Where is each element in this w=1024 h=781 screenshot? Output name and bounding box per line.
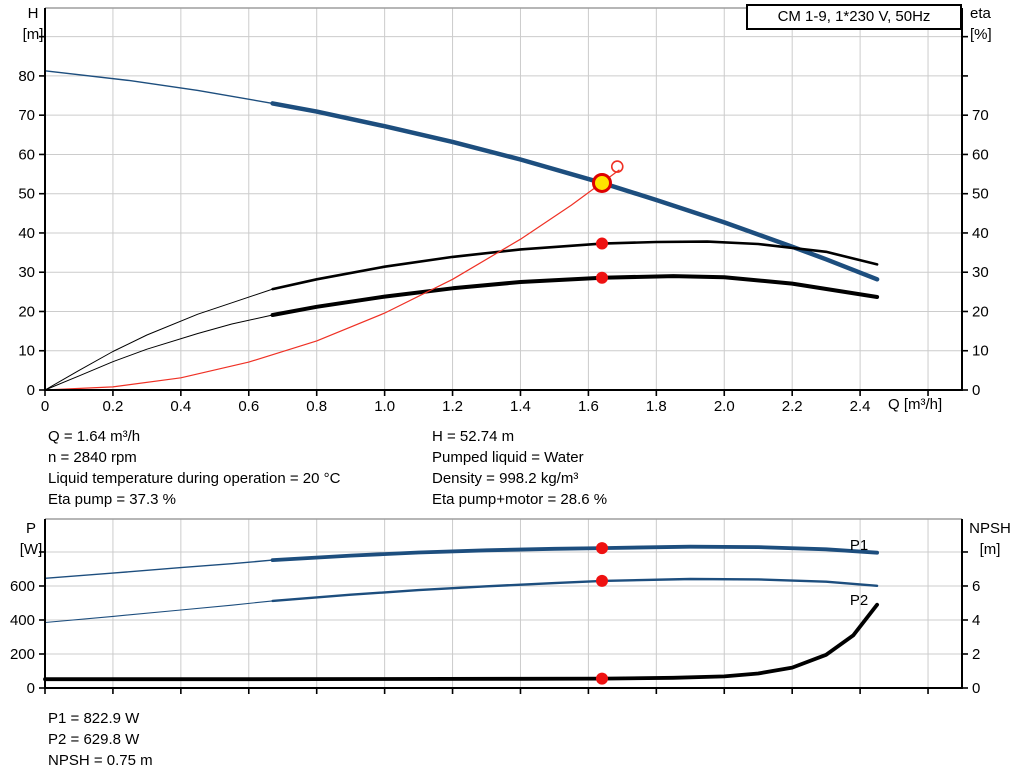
- svg-text:0: 0: [27, 382, 35, 399]
- eta-pump-curve: [44, 240, 879, 391]
- svg-text:50: 50: [18, 186, 35, 203]
- svg-text:0: 0: [27, 680, 35, 697]
- h-axis-title: H [m]: [16, 3, 50, 45]
- eta-axis-title-line1: eta: [970, 5, 991, 22]
- p2-value-text: P2 = 629.8 W: [48, 731, 140, 748]
- svg-text:1.4: 1.4: [510, 398, 531, 415]
- svg-text:1.2: 1.2: [442, 398, 463, 415]
- npsh-curve: [43, 602, 879, 682]
- density-text: Density = 998.2 kg/m³: [432, 470, 579, 487]
- pumped-liquid-text: Pumped liquid = Water: [432, 449, 584, 466]
- svg-text:1.6: 1.6: [578, 398, 599, 415]
- svg-text:0.2: 0.2: [102, 398, 123, 415]
- p1-curve: [44, 544, 879, 579]
- svg-text:4: 4: [972, 612, 980, 629]
- h-value-text: H = 52.74 m: [432, 428, 515, 445]
- p2-curve: [44, 577, 879, 624]
- svg-text:2: 2: [972, 646, 980, 663]
- svg-text:2.0: 2.0: [714, 398, 735, 415]
- svg-text:70: 70: [18, 107, 35, 124]
- h-axis-title-line1: H: [27, 5, 39, 22]
- svg-text:600: 600: [10, 578, 35, 595]
- svg-text:50: 50: [972, 186, 989, 203]
- speed-value-text: n = 2840 rpm: [48, 449, 137, 466]
- eta-pump-motor-point: [595, 271, 608, 284]
- svg-text:400: 400: [10, 612, 35, 629]
- svg-text:0.8: 0.8: [306, 398, 327, 415]
- p-axis-title-line2: [W]: [19, 541, 43, 558]
- svg-text:40: 40: [18, 225, 35, 242]
- svg-text:10: 10: [18, 343, 35, 360]
- svg-text:1.0: 1.0: [374, 398, 395, 415]
- system-curve: [44, 169, 620, 391]
- npsh-axis-title: NPSH [m]: [961, 518, 1019, 560]
- svg-text:60: 60: [18, 146, 35, 163]
- npsh-axis-title-line2: [m]: [979, 541, 1001, 558]
- npsh-point: [595, 672, 608, 685]
- svg-text:2.2: 2.2: [782, 398, 803, 415]
- svg-text:1.8: 1.8: [646, 398, 667, 415]
- svg-text:30: 30: [18, 264, 35, 281]
- liquid-temp-text: Liquid temperature during operation = 20…: [48, 470, 341, 487]
- npsh-axis-title-line1: NPSH: [969, 520, 1011, 537]
- svg-text:70: 70: [972, 107, 989, 124]
- q-axis-title: Q [m³/h]: [888, 396, 943, 413]
- power-npsh-chart: 0 200 400 600 0 2 4 6 P1 P2: [10, 518, 980, 697]
- svg-text:0: 0: [972, 680, 980, 697]
- eta-pump-motor-text: Eta pump+motor = 28.6 %: [432, 491, 608, 508]
- svg-text:0: 0: [41, 398, 49, 415]
- head-curve: [44, 70, 880, 282]
- power-npsh-info: P1 = 822.9 W P2 = 629.8 W NPSH = 0.75 m: [48, 708, 153, 771]
- p-axis-title: P [W]: [14, 518, 48, 560]
- svg-text:0.4: 0.4: [170, 398, 191, 415]
- operating-point-info-left: Q = 1.64 m³/h n = 2840 rpm Liquid temper…: [48, 426, 340, 510]
- svg-text:10: 10: [972, 343, 989, 360]
- p1-value-text: P1 = 822.9 W: [48, 710, 140, 727]
- p1-point: [595, 542, 608, 555]
- series-label-p2: P2: [850, 592, 868, 609]
- svg-text:80: 80: [18, 68, 35, 85]
- svg-text:0: 0: [972, 382, 980, 399]
- p2-point: [595, 574, 608, 587]
- svg-text:200: 200: [10, 646, 35, 663]
- eta-pump-text: Eta pump = 37.3 %: [48, 491, 176, 508]
- operating-point-info-right: H = 52.74 m Pumped liquid = Water Densit…: [432, 426, 607, 510]
- p-axis-title-line1: P: [25, 520, 36, 537]
- svg-text:20: 20: [18, 303, 35, 320]
- svg-text:20: 20: [972, 303, 989, 320]
- svg-text:6: 6: [972, 578, 980, 595]
- hq-eta-chart: 0 10 20 30 40 50 60 70 80 0 10 20 30 40 50 60 70 0 0.2 0.4 0…: [18, 7, 989, 415]
- duty-point: [591, 172, 612, 193]
- q-value-text: Q = 1.64 m³/h: [48, 428, 141, 445]
- requested-duty-point: [610, 160, 624, 173]
- eta-axis-title: eta [%]: [970, 3, 1020, 45]
- svg-text:60: 60: [972, 146, 989, 163]
- eta-pump-point: [595, 237, 608, 250]
- svg-text:40: 40: [972, 225, 989, 242]
- svg-text:30: 30: [972, 264, 989, 281]
- chart-title-box: CM 1-9, 1*230 V, 50Hz: [746, 4, 962, 30]
- npsh-value-text: NPSH = 0.75 m: [48, 752, 153, 769]
- h-axis-title-line2: [m]: [22, 26, 44, 43]
- eta-axis-title-line2: [%]: [970, 26, 992, 43]
- series-label-p1: P1: [850, 537, 868, 554]
- svg-text:0.6: 0.6: [238, 398, 259, 415]
- eta-pump-motor-curve: [44, 274, 880, 391]
- svg-text:2.4: 2.4: [850, 398, 871, 415]
